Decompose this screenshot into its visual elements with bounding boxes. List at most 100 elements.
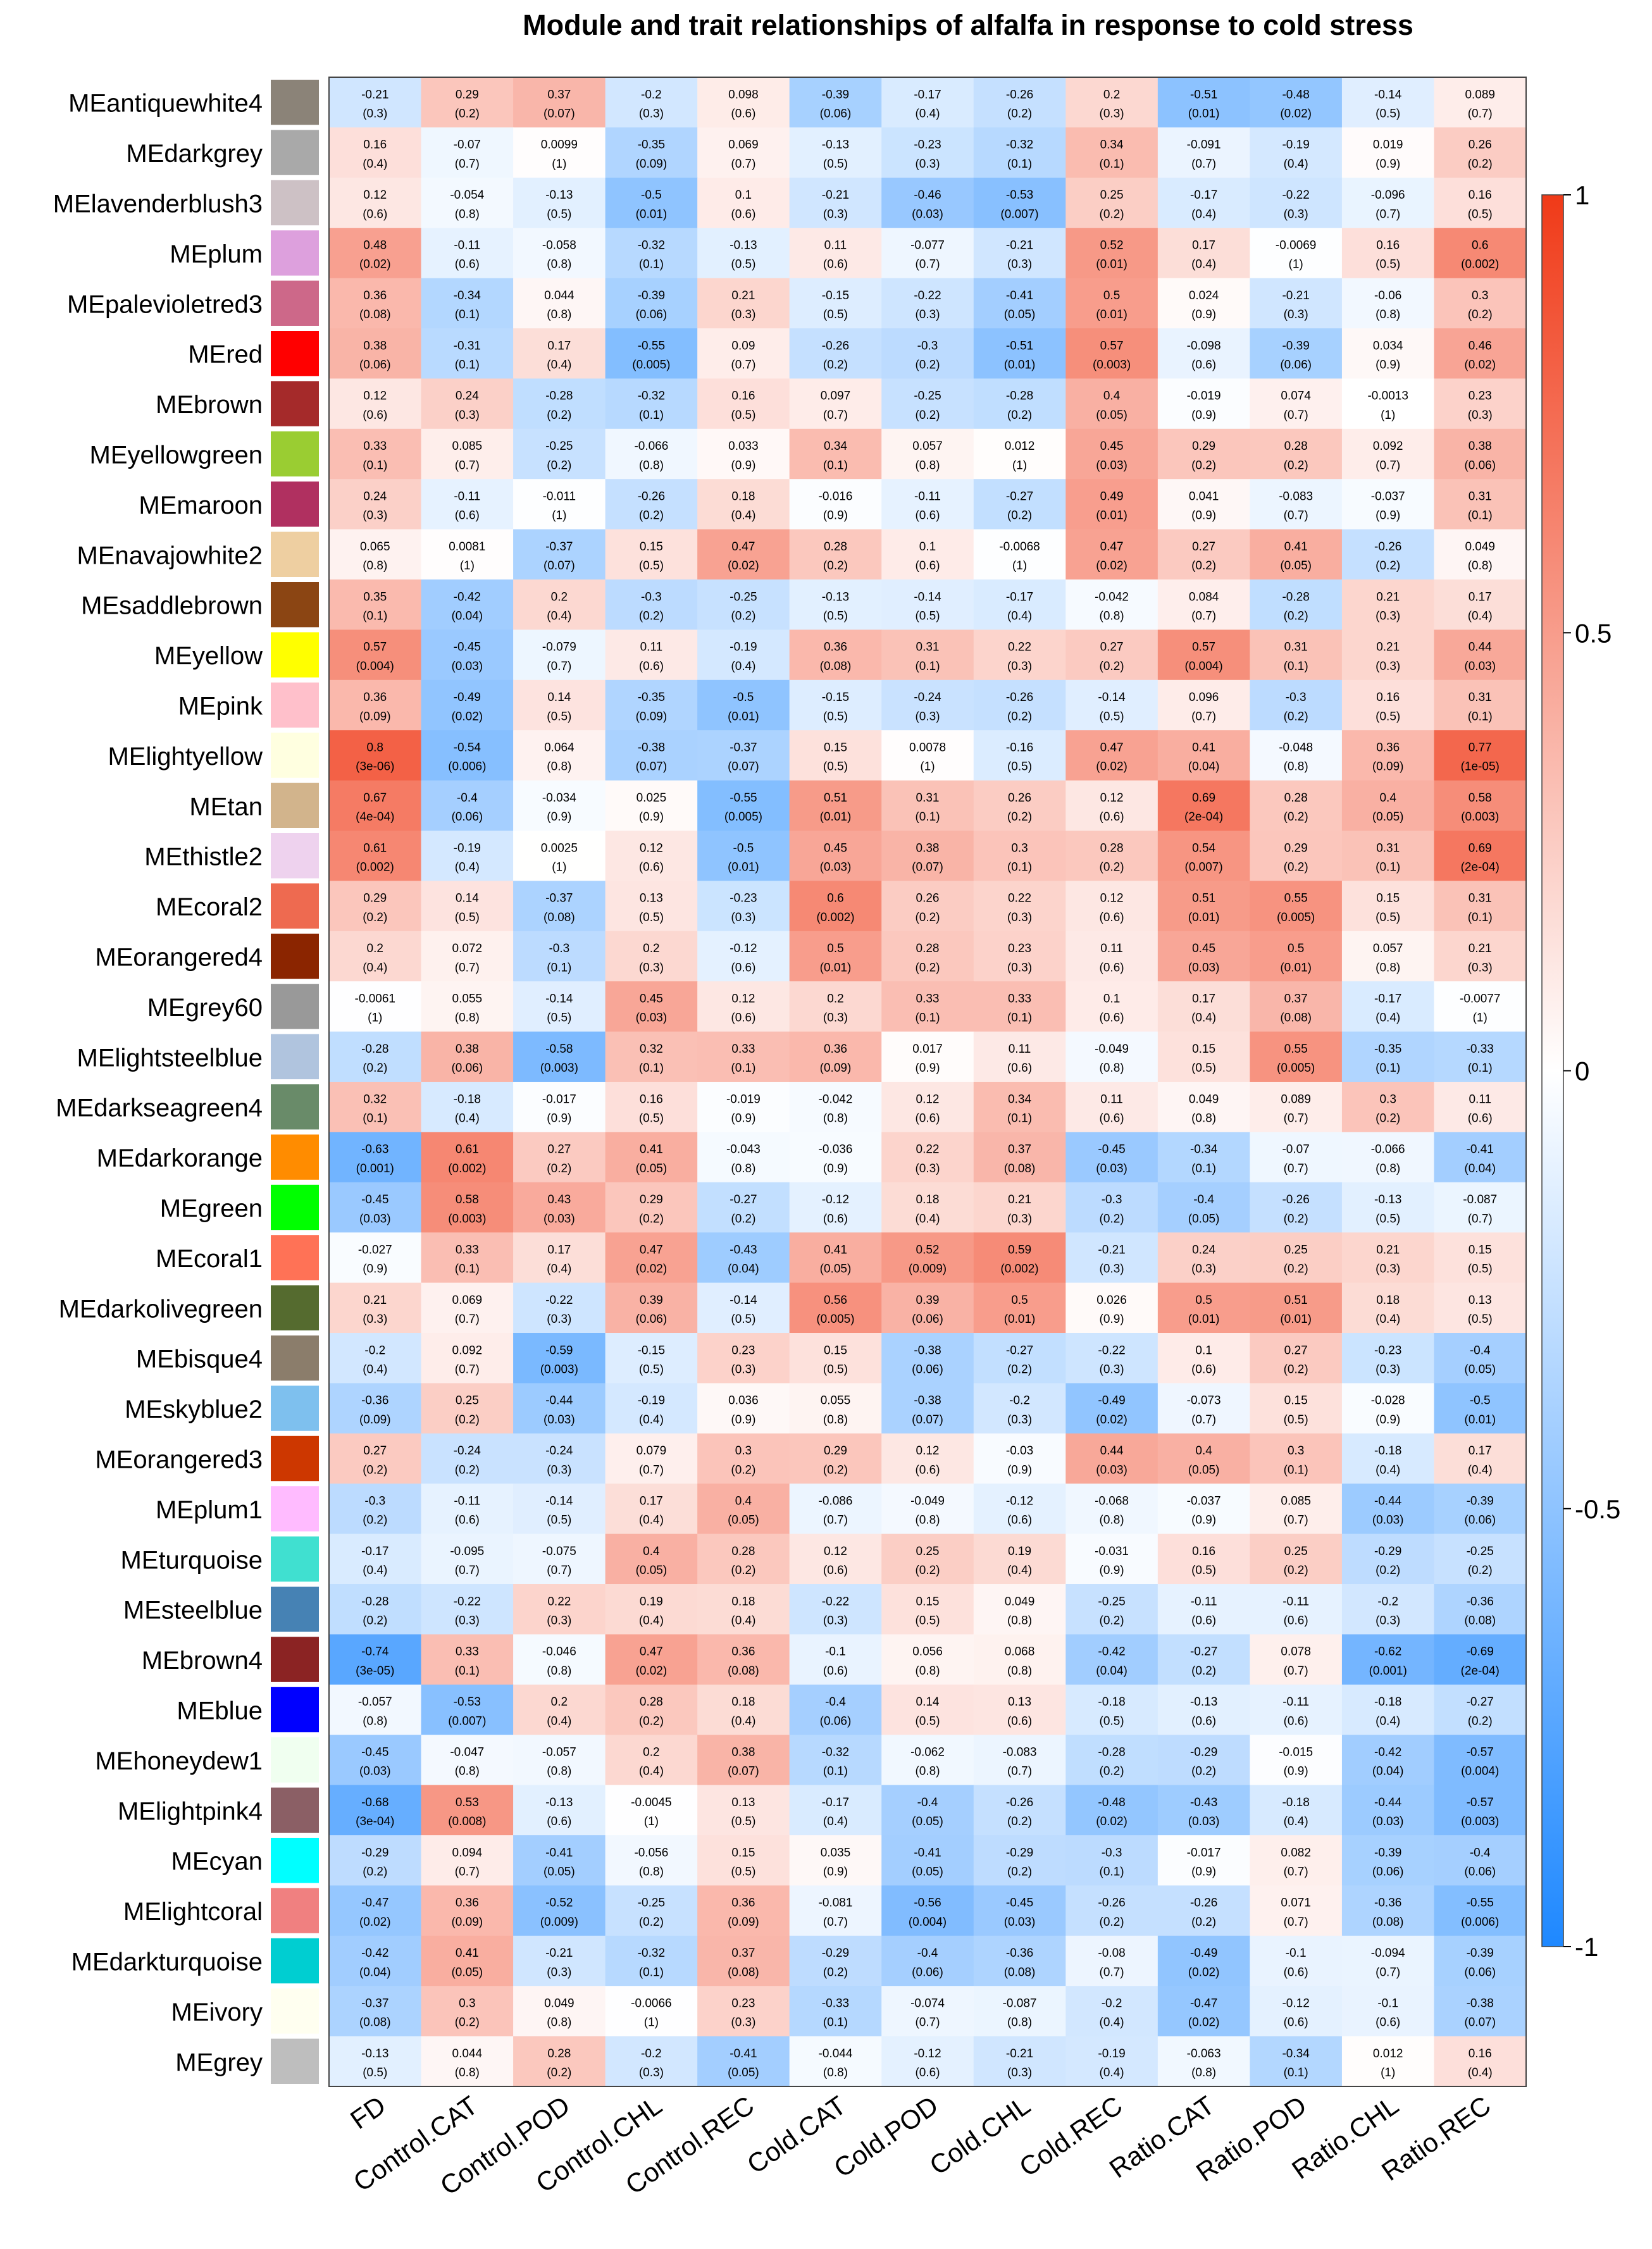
heatmap-cell: [1250, 579, 1343, 630]
heatmap-cell: [1434, 1082, 1527, 1132]
heatmap-cell: [1065, 1533, 1158, 1585]
module-color-swatch: [271, 1687, 319, 1733]
cell-pvalue: (0.3): [547, 1463, 571, 1477]
cell-pvalue: (3e-05): [356, 1664, 394, 1678]
cell-correlation: -0.4: [917, 1796, 938, 1809]
heatmap-cell: [1434, 1785, 1527, 1836]
cell-pvalue: (0.9): [547, 810, 571, 824]
row-label: MElightyellow: [108, 743, 263, 771]
module-color-swatch: [271, 1637, 319, 1682]
cell-correlation: -0.36: [1467, 1595, 1494, 1608]
cell-correlation: -0.39: [1467, 1947, 1494, 1960]
heatmap-cell: [881, 679, 974, 731]
cell-correlation: 0.69: [1192, 791, 1215, 805]
cell-pvalue: (0.7): [1284, 1514, 1308, 1527]
cell-correlation: 0.57: [1192, 641, 1215, 654]
cell-pvalue: (0.07): [728, 760, 759, 774]
heatmap-cell: [973, 1735, 1066, 1786]
heatmap-cell: [605, 1182, 698, 1233]
cell-correlation: 0.25: [916, 1545, 940, 1558]
cell-correlation: 0.59: [1008, 1244, 1031, 1257]
cell-correlation: 0.67: [363, 791, 387, 805]
heatmap-cell: [421, 1433, 514, 1484]
heatmap-cell: [1065, 629, 1158, 681]
heatmap-cell: [973, 1232, 1066, 1284]
cell-pvalue: (0.2): [1191, 559, 1216, 573]
cell-correlation: 0.17: [547, 339, 571, 352]
cell-correlation: 0.098: [728, 88, 759, 101]
row-label: MEsaddlebrown: [81, 592, 263, 620]
heatmap-cell: [1157, 1383, 1250, 1434]
cell-pvalue: (0.1): [1007, 861, 1032, 874]
cell-pvalue: (0.9): [731, 1112, 755, 1125]
cell-pvalue: (0.1): [363, 1112, 387, 1125]
heatmap-cell: [973, 981, 1066, 1032]
cell-pvalue: (0.06): [1372, 1866, 1404, 1879]
cell-correlation: 0.52: [1100, 239, 1124, 252]
heatmap-cell: [1341, 1232, 1435, 1284]
cell-pvalue: (0.08): [1280, 1012, 1312, 1025]
cell-correlation: -0.016: [819, 490, 853, 504]
cell-correlation: -0.26: [822, 339, 849, 352]
cell-pvalue: (0.1): [455, 1664, 480, 1678]
row-label: MEturquoise: [120, 1546, 263, 1574]
module-color-swatch: [271, 1938, 319, 1984]
heatmap-cell: [1434, 1885, 1527, 1936]
cell-correlation: 0.33: [456, 1244, 479, 1257]
cell-correlation: -0.14: [730, 1294, 757, 1307]
cell-pvalue: (0.03): [1004, 1916, 1036, 1929]
cell-pvalue: (0.7): [455, 1866, 480, 1879]
cell-correlation: -0.28: [361, 1595, 388, 1608]
cell-correlation: 0.17: [1469, 590, 1492, 604]
heatmap-cell: [605, 428, 698, 480]
heatmap-cell: [1341, 1383, 1435, 1434]
heatmap-cell: [513, 831, 606, 881]
cell-correlation: -0.5: [733, 691, 754, 704]
cell-pvalue: (0.08): [1004, 1162, 1036, 1175]
cell-pvalue: (0.04): [359, 1966, 391, 1979]
cell-correlation: 0.094: [452, 1846, 483, 1859]
cell-correlation: -0.21: [822, 189, 849, 202]
cell-correlation: 0.055: [452, 993, 483, 1006]
cell-pvalue: (0.3): [547, 1313, 571, 1326]
heatmap-cell: [1434, 2036, 1527, 2087]
heatmap-cell: [1434, 831, 1527, 881]
heatmap-cell: [329, 1333, 422, 1384]
module-color-swatch: [271, 833, 319, 879]
cell-pvalue: (0.2): [1191, 1916, 1216, 1929]
cell-pvalue: (0.3): [547, 1966, 571, 1979]
module-color-swatch: [271, 1435, 319, 1482]
cell-correlation: -0.17: [1006, 590, 1033, 604]
cell-correlation: 0.11: [1100, 1093, 1123, 1106]
cell-correlation: 0.15: [1469, 1244, 1492, 1257]
heatmap-cell: [1341, 228, 1435, 279]
heatmap-cell: [421, 2036, 514, 2087]
cell-correlation: 0.25: [1100, 189, 1124, 202]
heatmap-cell: [1157, 428, 1250, 480]
heatmap-cell: [1065, 529, 1158, 580]
cell-correlation: -0.27: [1190, 1645, 1217, 1659]
cell-correlation: -0.37: [730, 741, 757, 755]
cell-correlation: 0.39: [916, 1294, 940, 1307]
cell-correlation: 0.15: [1376, 892, 1400, 905]
heatmap-cell: [1341, 328, 1435, 379]
cell-pvalue: (0.8): [1100, 1062, 1124, 1075]
heatmap-cell: [1065, 1785, 1158, 1836]
heatmap-cell: [1434, 1735, 1527, 1786]
cell-correlation: -0.037: [1187, 1495, 1221, 1508]
cell-pvalue: (0.7): [1376, 208, 1400, 221]
heatmap-cell: [513, 1935, 606, 1986]
cell-correlation: -0.049: [910, 1495, 945, 1508]
cell-pvalue: (0.1): [915, 660, 940, 673]
cell-pvalue: (0.06): [912, 1363, 943, 1377]
module-color-swatch: [271, 1838, 319, 1883]
cell-correlation: 0.55: [1284, 1043, 1308, 1056]
cell-correlation: 0.019: [1373, 139, 1403, 152]
cell-correlation: 0.69: [1469, 841, 1492, 855]
cell-correlation: -0.054: [450, 189, 484, 202]
module-color-swatch: [271, 682, 319, 728]
module-color-swatch: [271, 431, 319, 477]
heatmap-cell: [697, 127, 790, 178]
heatmap-cell: [1434, 1484, 1527, 1535]
cell-correlation: 0.21: [1469, 942, 1492, 955]
